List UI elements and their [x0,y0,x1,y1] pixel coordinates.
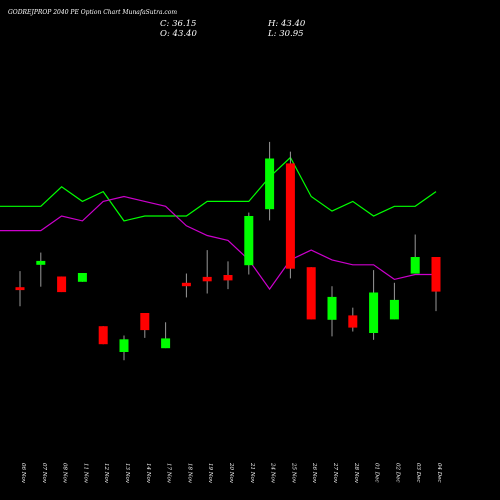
candle [244,212,254,275]
x-tick-label: 20 Nov [228,462,234,484]
chart-title: GODREJPROP 2040 PE Option Chart MunafaSu… [8,9,178,16]
candle-body [36,260,46,265]
x-tick-label: 27 Nov [332,462,338,484]
candle-body [77,273,87,282]
x-tick-label: 18 Nov [186,463,192,484]
candle-body [327,296,337,320]
candle-body [223,275,233,281]
x-tick-label: 12 Nov [103,463,109,484]
candle-body [244,216,254,266]
candle [202,250,212,294]
x-tick-label: 11 Nov [82,463,88,484]
candle [327,286,337,337]
x-tick-label: 03 Dec [415,463,421,483]
candle-body [348,315,358,328]
x-tick-label: 06 Nov [20,463,26,484]
x-tick-label: 17 Nov [166,463,172,484]
candle [36,252,46,287]
candle [389,282,399,320]
x-tick-label: 14 Nov [145,463,151,484]
x-axis-ticks: 06 Nov 07 Nov 08 Nov 11 Nov 12 Nov 13 Nov 14 N… [20,462,442,484]
candle-body [306,267,316,320]
close-value: C: 36.15 [160,19,197,29]
x-tick-label: 21 Nov [249,462,255,484]
indicator-line-purple [0,195,436,291]
candle-body [431,257,441,292]
candle-body [265,158,275,210]
x-tick-label: 24 Nov [270,462,276,484]
candle-body [98,326,108,345]
candle-body [285,163,295,269]
x-tick-label: 26 Nov [311,462,317,484]
candle-body [389,299,399,320]
low-value: L: 30.95 [268,29,304,39]
candle-body [410,257,420,274]
high-value: H: 43.40 [268,19,306,29]
candle-body [202,276,212,282]
x-tick-label: 07 Nov [41,463,47,484]
candle-body [57,276,67,293]
candle [369,270,379,340]
candle [98,326,108,345]
candle-body [161,338,171,349]
candle [348,307,358,332]
candle [161,322,171,349]
candle [181,273,191,298]
candle [431,256,441,312]
x-tick-label: 01 Dec [374,463,380,483]
candle-body [119,339,129,352]
x-tick-label: 25 Nov [290,462,296,484]
candle [410,234,420,274]
x-tick-label: 28 Nov [353,462,359,484]
open-value: O: 43.40 [160,29,197,39]
candle [306,267,316,320]
candle-body [181,282,191,287]
indicator-lines [0,156,437,291]
candle-body [140,313,150,331]
candle-body [369,292,379,333]
candle [15,271,25,307]
candle [57,276,67,293]
candles [15,141,441,361]
candle [140,313,150,338]
candle-body [15,287,25,291]
indicator-line-green [0,156,437,222]
x-tick-label: 19 Nov [207,463,213,484]
x-tick-label: 04 Dec [436,463,442,483]
x-tick-label: 02 Dec [394,463,400,483]
candle [285,151,295,279]
candle [223,261,233,290]
x-tick-label: 13 Nov [124,463,130,484]
x-tick-label: 08 Nov [62,463,68,484]
candle [265,141,275,221]
candle [77,273,87,282]
candle [119,335,129,361]
